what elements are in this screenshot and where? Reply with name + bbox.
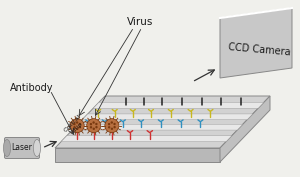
Text: Optical
chip: Optical chip	[63, 113, 87, 137]
Ellipse shape	[33, 139, 40, 156]
Circle shape	[76, 121, 78, 124]
Circle shape	[70, 119, 84, 133]
Text: CCD Camera: CCD Camera	[227, 42, 291, 58]
Circle shape	[113, 126, 116, 128]
Circle shape	[90, 126, 92, 129]
Circle shape	[95, 123, 98, 125]
Polygon shape	[220, 8, 292, 78]
Circle shape	[90, 123, 92, 125]
Circle shape	[113, 123, 116, 125]
Text: Virus: Virus	[127, 17, 153, 27]
Polygon shape	[72, 124, 243, 130]
Text: Laser: Laser	[12, 144, 32, 153]
Circle shape	[95, 126, 98, 128]
Circle shape	[73, 126, 76, 129]
Ellipse shape	[3, 139, 10, 156]
FancyBboxPatch shape	[4, 138, 40, 158]
Polygon shape	[82, 114, 253, 120]
Circle shape	[92, 121, 95, 124]
Polygon shape	[93, 102, 264, 108]
Text: Antibody: Antibody	[10, 83, 54, 93]
Circle shape	[111, 121, 113, 124]
Polygon shape	[55, 96, 270, 148]
Circle shape	[108, 126, 110, 129]
Circle shape	[105, 119, 119, 133]
Circle shape	[73, 123, 76, 125]
Circle shape	[79, 123, 81, 125]
Circle shape	[108, 123, 110, 125]
Polygon shape	[220, 96, 270, 162]
Circle shape	[76, 128, 79, 130]
Circle shape	[111, 128, 113, 130]
Polygon shape	[55, 148, 220, 162]
Circle shape	[93, 128, 95, 130]
Polygon shape	[61, 136, 232, 141]
Circle shape	[87, 119, 101, 133]
Circle shape	[79, 126, 81, 128]
